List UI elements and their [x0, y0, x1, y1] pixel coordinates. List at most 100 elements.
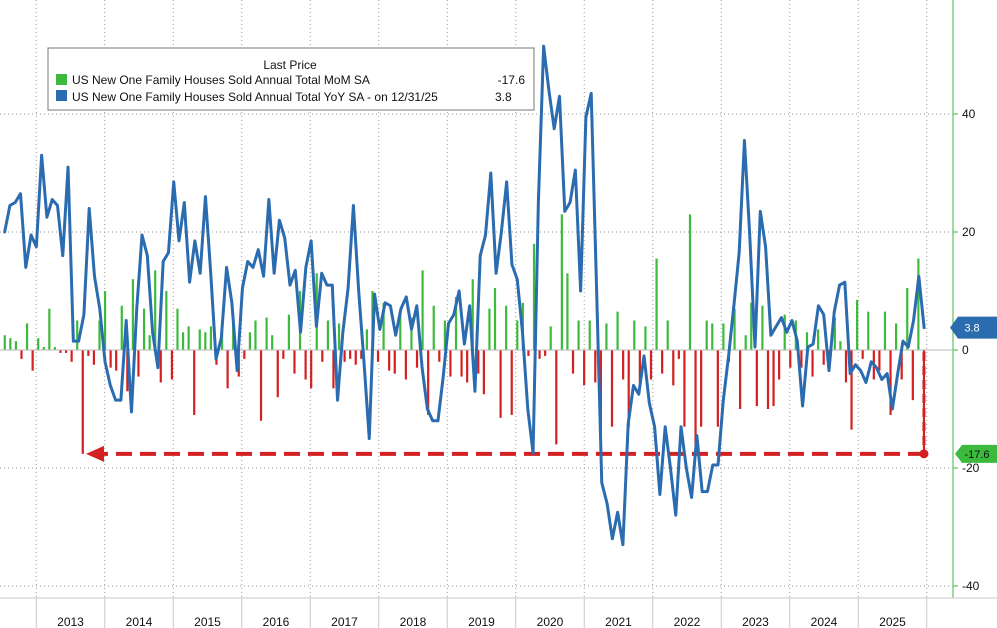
mom-bar [571, 350, 575, 374]
mom-bar [271, 335, 274, 350]
mom-bar [142, 308, 146, 350]
mom-bar [59, 350, 62, 353]
mom-bar [365, 329, 368, 350]
mom-bar [789, 350, 792, 368]
yoy-line-group [3, 44, 926, 547]
mom-bar [20, 350, 23, 359]
mom-bar [14, 341, 18, 350]
mom-bar [477, 350, 480, 374]
mom-bar [337, 323, 341, 350]
mom-bar [42, 347, 45, 350]
mom-bar [170, 350, 174, 380]
mom-bar [421, 270, 424, 350]
mom-bar [594, 350, 597, 383]
mom-bar [48, 308, 51, 350]
mom-bar [911, 350, 914, 401]
callout-arrowhead [86, 445, 104, 462]
legend-box [47, 47, 535, 111]
x-axis [0, 597, 997, 628]
mom-bar [176, 308, 179, 350]
x-year-label: 2017 [331, 615, 358, 628]
mom-bars [3, 214, 926, 457]
mom-bar [388, 350, 391, 371]
mom-bar [878, 350, 881, 371]
mom-bar [867, 311, 870, 350]
mom-bar [661, 350, 664, 374]
mom-bar [248, 332, 251, 350]
mom-bar [9, 338, 12, 350]
mom-bar [766, 350, 770, 409]
mom-bar [622, 350, 625, 380]
y-tick-label: 40 [962, 107, 976, 121]
mom-bar [532, 243, 536, 350]
mom-bar [722, 323, 725, 350]
mom-bar [115, 350, 118, 371]
mom-bar [276, 350, 279, 398]
mom-bar [321, 350, 324, 362]
legend-label-mom: US New One Family Houses Sold Annual Tot… [72, 73, 370, 87]
mom-bar [805, 332, 809, 350]
mom-bar [449, 350, 452, 377]
mom-bar [672, 350, 675, 386]
mom-bar [633, 320, 636, 350]
mom-bar [326, 320, 329, 350]
mom-bar [198, 329, 201, 350]
y-tick-label: 20 [962, 225, 976, 239]
mom-bar [544, 350, 547, 356]
mom-bar [460, 350, 463, 377]
mom-bar [193, 350, 196, 415]
x-year-label: 2018 [400, 615, 427, 628]
mom-last-value-badge: -17.6 [955, 444, 997, 463]
x-year-label: 2022 [674, 615, 701, 628]
mom-bar [677, 350, 680, 359]
mom-bar [683, 350, 686, 427]
x-tick-labels: 2013 2014 2015 2016 2017 2018 2019 2020 2021 2022… [57, 615, 906, 628]
mom-bar [131, 279, 135, 350]
mom-bar [516, 320, 519, 350]
x-year-label: 2019 [468, 615, 495, 628]
yoy-badge-label: 3.8 [964, 323, 979, 335]
y-tick-label: -40 [962, 579, 980, 593]
mom-bar [811, 350, 814, 377]
mom-bar [560, 214, 563, 350]
mom-bar [906, 288, 909, 350]
mom-bar [92, 350, 96, 365]
mom-bar [443, 320, 446, 350]
legend-value-yoy: 3.8 [495, 90, 512, 104]
mom-bar [505, 305, 508, 350]
legend: Last Price US New One Family Houses Sold… [47, 47, 535, 111]
yoy-badge-shape [950, 316, 997, 339]
mom-bar [616, 311, 619, 350]
mom-bar [772, 350, 775, 407]
mom-bar [432, 305, 435, 350]
mom-bar [109, 350, 112, 368]
mom-bar [716, 350, 719, 427]
yoy-last-value-badge: 3.8 [950, 316, 997, 339]
mom-bar [187, 326, 190, 350]
mom-bar [165, 291, 168, 350]
mom-bar [705, 320, 708, 350]
mom-bar [31, 350, 34, 371]
mom-bar [454, 296, 458, 350]
mom-bar [404, 350, 407, 380]
mom-bar [87, 350, 90, 356]
mom-bar [37, 338, 40, 350]
x-year-label: 2021 [605, 615, 632, 628]
yoy-line [3, 44, 926, 547]
mom-bar [510, 350, 513, 415]
mom-bar [25, 323, 29, 350]
mom-bar [588, 320, 591, 350]
mom-bar [415, 350, 419, 368]
mom-bar [527, 350, 530, 356]
mom-bar [583, 350, 586, 386]
mom-badge-label: -17.6 [964, 449, 989, 461]
mom-bar [822, 350, 825, 365]
mom-bar [354, 350, 357, 365]
mom-bar [103, 291, 107, 350]
y-tick-labels: 40 20 0 -20 -40 [962, 107, 980, 593]
mom-bar [649, 350, 653, 380]
y-tick-label: 0 [962, 343, 969, 357]
mom-bar [410, 317, 413, 350]
mom-bar [154, 270, 157, 350]
mom-bar [861, 350, 864, 359]
